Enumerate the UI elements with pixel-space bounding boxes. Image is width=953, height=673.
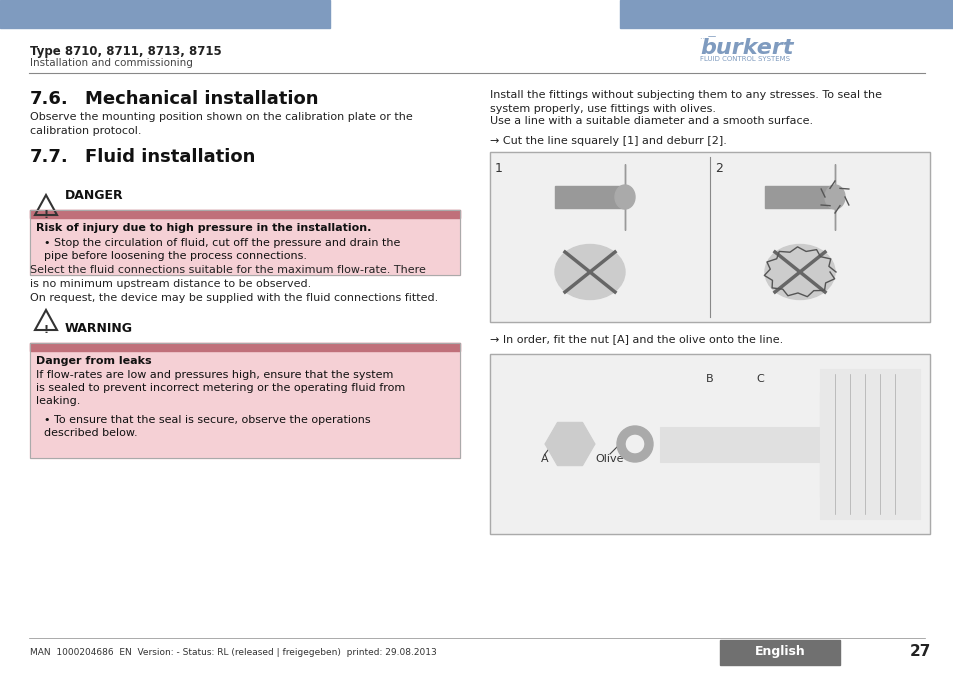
Polygon shape [557, 423, 582, 444]
Ellipse shape [615, 185, 635, 209]
FancyArrow shape [659, 392, 820, 497]
Text: .. —: .. — [700, 32, 716, 41]
Wedge shape [617, 426, 652, 462]
Text: MAN  1000204686  EN  Version: - Status: RL (released | freigegeben)  printed: 29: MAN 1000204686 EN Version: - Status: RL … [30, 648, 436, 657]
Text: Mechanical installation: Mechanical installation [85, 90, 318, 108]
Text: Select the fluid connections suitable for the maximum flow-rate. There
is no min: Select the fluid connections suitable fo… [30, 265, 425, 289]
Ellipse shape [764, 244, 834, 299]
Text: burkert: burkert [700, 38, 793, 58]
Text: 1: 1 [495, 162, 502, 175]
Bar [490, 354, 929, 534]
Text: Olive: Olive [595, 454, 623, 464]
FancyArrow shape [764, 164, 834, 230]
Text: A: A [540, 454, 548, 464]
Text: 2: 2 [714, 162, 722, 175]
Bar [30, 343, 459, 458]
Polygon shape [569, 444, 595, 466]
Text: 27: 27 [908, 645, 930, 660]
Text: • To ensure that the seal is secure, observe the operations
described below.: • To ensure that the seal is secure, obs… [44, 415, 370, 438]
Text: Installation and commissioning: Installation and commissioning [30, 58, 193, 68]
Text: FLUID CONTROL SYSTEMS: FLUID CONTROL SYSTEMS [700, 56, 789, 62]
Bar [0, 0, 330, 28]
Text: WARNING: WARNING [65, 322, 132, 335]
Polygon shape [569, 423, 595, 444]
Text: • Stop the circulation of fluid, cut off the pressure and drain the
pipe before : • Stop the circulation of fluid, cut off… [44, 238, 400, 261]
Text: DANGER: DANGER [65, 189, 124, 202]
Text: If flow-rates are low and pressures high, ensure that the system
is sealed to pr: If flow-rates are low and pressures high… [36, 370, 405, 406]
FancyArrow shape [555, 164, 624, 230]
Bar [490, 354, 929, 534]
Text: !: ! [44, 210, 49, 220]
Text: → In order, fit the nut [A] and the olive onto the line.: → In order, fit the nut [A] and the oliv… [490, 334, 782, 344]
Text: On request, the device may be supplied with the fluid connections fitted.: On request, the device may be supplied w… [30, 293, 437, 303]
Text: 7.6.: 7.6. [30, 90, 69, 108]
Text: Danger from leaks: Danger from leaks [36, 356, 152, 366]
Bar [30, 210, 459, 275]
Polygon shape [544, 444, 569, 466]
Text: Risk of injury due to high pressure in the installation.: Risk of injury due to high pressure in t… [36, 223, 371, 233]
Polygon shape [557, 444, 582, 466]
Bar [30, 343, 459, 351]
Bar [490, 152, 929, 322]
Text: → Cut the line squarely [1] and deburr [2].: → Cut the line squarely [1] and deburr [… [490, 136, 726, 146]
Text: !: ! [44, 325, 49, 335]
Ellipse shape [555, 244, 624, 299]
Bar [30, 210, 459, 218]
Text: B: B [705, 374, 713, 384]
Text: Install the fittings without subjecting them to any stresses. To seal the
system: Install the fittings without subjecting … [490, 90, 882, 114]
Text: Type 8710, 8711, 8713, 8715: Type 8710, 8711, 8713, 8715 [30, 45, 221, 58]
Ellipse shape [824, 185, 844, 209]
Bar [490, 152, 929, 322]
Polygon shape [544, 423, 569, 444]
Text: 7.7.: 7.7. [30, 148, 69, 166]
Text: Observe the mounting position shown on the calibration plate or the
calibration : Observe the mounting position shown on t… [30, 112, 413, 136]
Text: C: C [756, 374, 763, 384]
Text: Fluid installation: Fluid installation [85, 148, 255, 166]
Bar [30, 210, 459, 275]
Bar [820, 369, 919, 519]
Bar [720, 640, 840, 665]
Bar [30, 343, 459, 458]
Text: English: English [754, 645, 804, 658]
Text: Use a line with a suitable diameter and a smooth surface.: Use a line with a suitable diameter and … [490, 116, 812, 126]
Bar [619, 0, 953, 28]
